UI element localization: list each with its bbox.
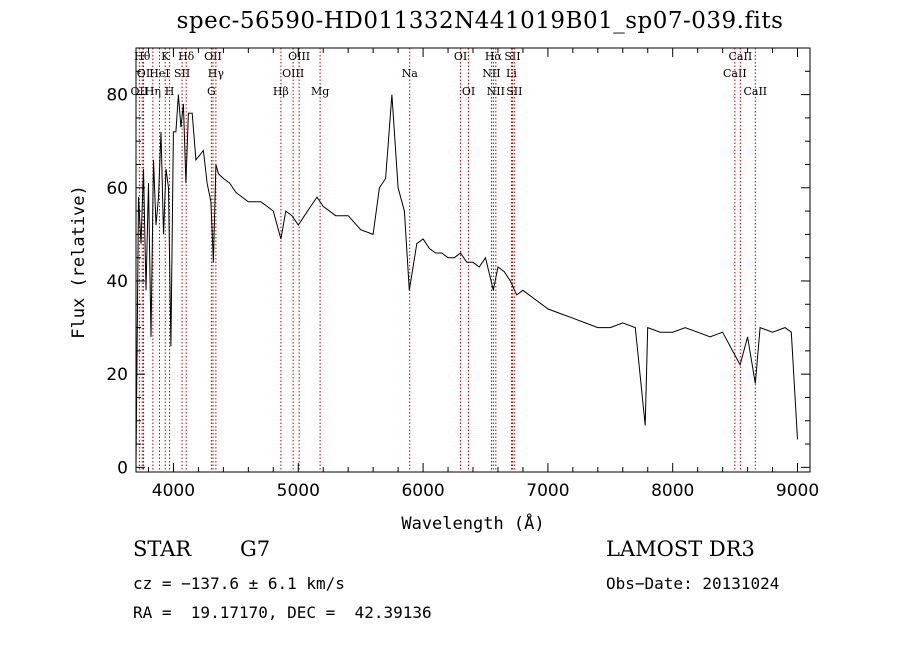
x-tick-label: 8000 [651, 481, 694, 501]
spectral-line-label: CaII [743, 85, 767, 98]
spectral-line-label: CaII [729, 50, 753, 63]
spectral-line-label: SII [506, 85, 522, 98]
axes: 4000 5000 6000 7000 8000 9000 0 20 40 60 80 [106, 48, 819, 501]
spectral-line-label: Hθ [134, 50, 151, 63]
x-tick-label: 7000 [526, 481, 569, 501]
y-tick-label: 0 [117, 458, 128, 478]
y-tick-label: 60 [106, 179, 128, 199]
y-axis-label: Flux (relative) [69, 185, 89, 339]
x-tick-label: 4000 [152, 481, 195, 501]
spectral-line-label: SII [504, 50, 520, 63]
object-subclass: G7 [240, 537, 271, 561]
chart-title: spec-56590-HD011332N441019B01_sp07-039.f… [176, 8, 784, 34]
y-tick-label: 40 [106, 272, 128, 292]
spectral-line-label: NII [482, 67, 500, 80]
plot-frame [135, 47, 811, 473]
spectral-line-label: Hγ [208, 67, 225, 80]
object-class: STAR [133, 537, 192, 561]
redshift-cz: cz = −137.6 ± 6.1 km/s [133, 574, 345, 593]
spectral-line-label: G [207, 85, 216, 98]
spectral-line-label: H [165, 85, 175, 98]
x-tick-label: 5000 [277, 481, 320, 501]
y-tick-label: 20 [106, 365, 128, 385]
x-tick-label: 9000 [776, 481, 819, 501]
spectral-line-label: OIII [282, 67, 304, 80]
survey-name: LAMOST DR3 [606, 537, 755, 561]
spectral-line-label: OII [204, 50, 222, 63]
spectral-line-label: CaII [723, 67, 747, 80]
spectral-line-label: NII [487, 85, 505, 98]
observation-date: Obs−Date: 20131024 [606, 574, 780, 593]
spectral-line-label: Hα [485, 50, 503, 63]
spectral-line-label: Na [402, 67, 419, 80]
spectral-line-label: Li [506, 67, 517, 80]
spectral-line-label: Hδ [178, 50, 195, 63]
spectral-line-label: Hβ [273, 85, 289, 98]
spectral-line-label: HeI [149, 67, 169, 80]
spectral-line-label: OI [454, 50, 467, 63]
y-tick-label: 80 [106, 86, 128, 106]
spectral-line-label: SII [174, 67, 190, 80]
spectral-line-label: Mg [311, 85, 329, 98]
coordinates: RA = 19.17170, DEC = 42.39136 [133, 603, 432, 622]
spectral-line-label: Hη [145, 85, 161, 98]
spectral-line-label: K [161, 50, 170, 63]
spectral-line-label: OI [137, 67, 150, 80]
x-tick-label: 6000 [401, 481, 444, 501]
spectrum-series [135, 94, 798, 468]
spectrum-line [135, 94, 798, 468]
spectral-line-label: OIII [288, 50, 310, 63]
spectral-line-label: OI [462, 85, 475, 98]
x-axis-label: Wavelength (Å) [401, 512, 544, 534]
